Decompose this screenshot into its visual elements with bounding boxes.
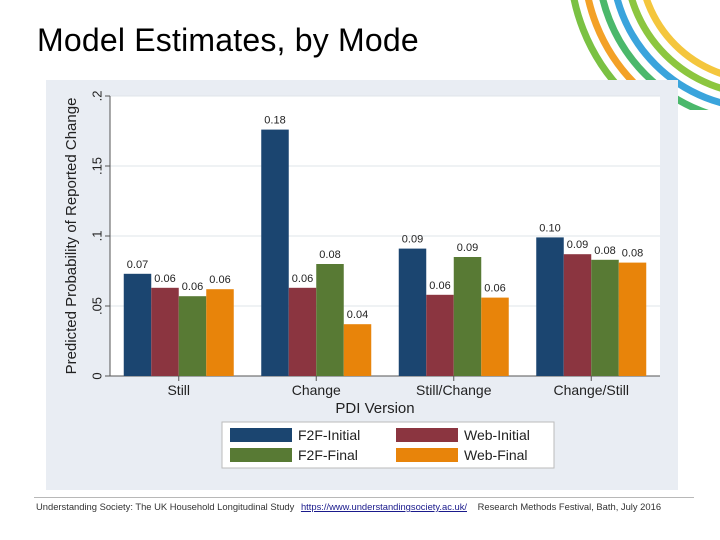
- legend: F2F-Initial Web-Initial F2F-Final Web-Final: [221, 421, 555, 469]
- legend-swatch: [230, 448, 292, 462]
- bar-value-label: 0.08: [594, 245, 615, 257]
- legend-swatch: [396, 428, 458, 442]
- x-tick-label: Change: [292, 382, 341, 398]
- legend-swatch: [396, 448, 458, 462]
- bar-value-label: 0.08: [622, 248, 643, 260]
- legend-swatch: [230, 428, 292, 442]
- bar-value-label: 0.06: [484, 283, 505, 295]
- bar-value-label: 0.06: [154, 273, 175, 285]
- slide-title: Model Estimates, by Mode: [37, 22, 419, 58]
- y-tick-label: .2: [89, 91, 104, 102]
- bar-value-label: 0.06: [429, 280, 450, 292]
- bar: [453, 257, 482, 376]
- bar-value-label: 0.06: [209, 274, 230, 286]
- y-tick-label: .15: [89, 157, 104, 175]
- bar: [481, 297, 509, 376]
- bar: [123, 273, 152, 376]
- bar: [618, 262, 647, 376]
- x-tick-label: Still/Change: [416, 382, 492, 398]
- footer-source: Understanding Society: The UK Household …: [36, 501, 295, 512]
- bar: [343, 324, 372, 376]
- chart-panel: 0 .05 .1 .15 .2 Predicted Probability of Repo…: [46, 80, 678, 490]
- y-tick-label: 0: [89, 372, 104, 379]
- x-tick-label: Change/Still: [554, 382, 630, 398]
- bar: [178, 296, 207, 376]
- y-tick-label: .05: [89, 297, 104, 315]
- bar: [426, 294, 454, 376]
- bar-value-label: 0.06: [292, 273, 313, 285]
- footer-link[interactable]: https://www.understandingsociety.ac.uk/: [300, 501, 467, 512]
- footer: Understanding Society: The UK Household …: [36, 501, 716, 512]
- x-axis-label: PDI Version: [335, 400, 414, 417]
- legend-label: F2F-Final: [298, 447, 358, 463]
- bar-value-label: 0.10: [539, 222, 560, 234]
- bar: [563, 254, 592, 376]
- bar: [398, 248, 427, 376]
- bar: [261, 129, 289, 376]
- x-tick-label: Still: [167, 382, 190, 398]
- y-tick-label: .1: [89, 231, 104, 242]
- y-axis-label: Predicted Probability of Reported Change: [63, 98, 80, 375]
- bar-value-label: 0.07: [127, 259, 148, 271]
- bar-value-label: 0.09: [402, 234, 423, 246]
- legend-label: F2F-Initial: [298, 427, 360, 443]
- footer-event: Research Methods Festival, Bath, July 20…: [477, 501, 662, 512]
- bar: [206, 289, 234, 376]
- bar: [288, 287, 317, 376]
- bar-value-label: 0.09: [457, 242, 478, 254]
- bar: [151, 287, 179, 376]
- bar-chart: 0 .05 .1 .15 .2 Predicted Probability of Repo…: [63, 91, 660, 469]
- legend-label: Web-Initial: [464, 427, 530, 443]
- footer-divider: [34, 497, 694, 498]
- bar-value-label: 0.08: [319, 249, 340, 261]
- bar: [591, 259, 619, 376]
- bar: [316, 264, 344, 376]
- legend-label: Web-Final: [464, 447, 528, 463]
- bar: [536, 237, 564, 376]
- bar-value-label: 0.06: [182, 281, 203, 293]
- bar-value-label: 0.09: [567, 239, 588, 251]
- bar-value-label: 0.18: [264, 115, 285, 127]
- bar-value-label: 0.04: [347, 309, 368, 321]
